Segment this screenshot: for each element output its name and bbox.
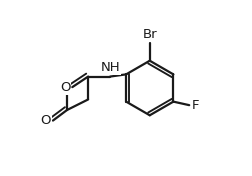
Text: NH: NH xyxy=(100,61,120,74)
Text: O: O xyxy=(60,81,71,94)
Text: O: O xyxy=(41,114,51,127)
Text: Br: Br xyxy=(142,28,157,41)
Text: F: F xyxy=(192,99,199,112)
